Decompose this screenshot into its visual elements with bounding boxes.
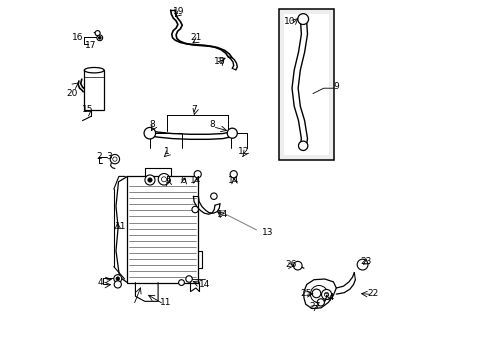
Text: 16: 16 <box>72 33 84 42</box>
Bar <box>278 9 334 160</box>
Text: 17: 17 <box>84 41 96 50</box>
Circle shape <box>298 141 307 150</box>
Circle shape <box>356 259 367 270</box>
Circle shape <box>144 127 155 139</box>
Circle shape <box>147 178 152 182</box>
Text: 7: 7 <box>191 105 197 114</box>
Text: 14: 14 <box>217 210 228 219</box>
Text: 12: 12 <box>238 148 249 157</box>
Text: 2: 2 <box>96 152 102 161</box>
Circle shape <box>311 289 320 298</box>
Circle shape <box>194 171 201 178</box>
Text: 14: 14 <box>190 176 201 185</box>
Text: 11: 11 <box>159 298 171 307</box>
Circle shape <box>114 281 121 288</box>
Text: 14: 14 <box>227 176 239 185</box>
Text: 11: 11 <box>114 222 126 231</box>
Text: 3: 3 <box>106 152 112 161</box>
Bar <box>127 176 197 283</box>
Circle shape <box>113 157 117 161</box>
Text: 14: 14 <box>199 280 210 289</box>
Circle shape <box>297 14 308 24</box>
Circle shape <box>192 206 198 213</box>
Circle shape <box>144 175 155 185</box>
Text: 5: 5 <box>165 176 171 185</box>
Circle shape <box>227 128 237 138</box>
Circle shape <box>185 276 192 282</box>
Text: 21: 21 <box>190 33 201 42</box>
Text: 10: 10 <box>283 17 295 26</box>
Text: 6: 6 <box>180 176 186 185</box>
Text: 22: 22 <box>367 289 378 298</box>
Ellipse shape <box>84 68 104 73</box>
Circle shape <box>114 275 122 283</box>
Circle shape <box>293 261 302 270</box>
Circle shape <box>95 31 100 36</box>
Circle shape <box>161 177 166 182</box>
Text: 15: 15 <box>82 105 94 114</box>
Text: 24: 24 <box>323 292 334 302</box>
Circle shape <box>158 174 169 185</box>
Text: 1: 1 <box>164 148 170 157</box>
Text: 4: 4 <box>98 278 103 287</box>
Text: 18: 18 <box>213 57 224 66</box>
Circle shape <box>110 154 120 164</box>
Circle shape <box>321 289 331 300</box>
Bar <box>84 70 104 110</box>
Text: 25: 25 <box>300 289 311 298</box>
Circle shape <box>116 277 120 280</box>
Text: 23: 23 <box>360 256 371 266</box>
Text: 20: 20 <box>66 89 78 98</box>
Circle shape <box>317 299 324 306</box>
Text: 19: 19 <box>173 7 184 16</box>
Bar <box>284 14 328 155</box>
Text: 8: 8 <box>209 120 215 129</box>
Circle shape <box>98 36 101 39</box>
Text: 8: 8 <box>149 120 155 129</box>
Circle shape <box>324 292 328 297</box>
Circle shape <box>210 193 217 199</box>
Text: 26: 26 <box>285 260 296 269</box>
Circle shape <box>97 35 102 41</box>
Text: 27: 27 <box>308 302 320 311</box>
Circle shape <box>310 285 327 303</box>
Circle shape <box>230 171 237 178</box>
Text: 9: 9 <box>333 82 339 91</box>
Text: 13: 13 <box>262 228 273 237</box>
Circle shape <box>178 280 184 285</box>
